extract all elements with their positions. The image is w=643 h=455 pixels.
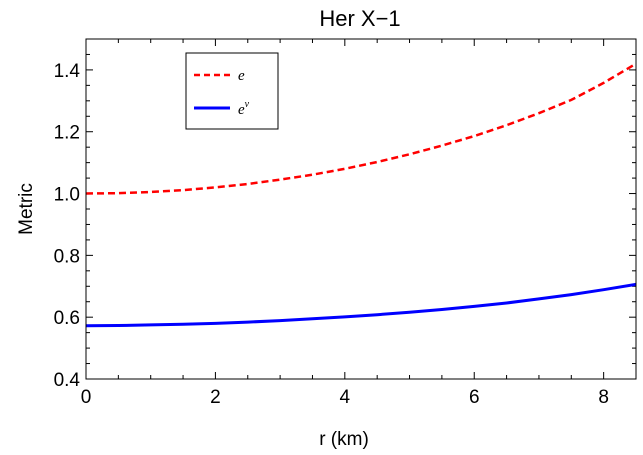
x-axis-label: r (km) [319,429,369,450]
x-tick-labels: 0 2 4 6 8 [81,387,609,408]
y-axis-label: Metric [16,183,37,235]
y-tick-label: 1.2 [54,123,80,144]
y-tick-label: 1.4 [54,61,81,82]
legend: e eν [185,52,279,130]
y-tick-label: 1.0 [54,185,80,206]
x-tick-label: 6 [469,387,480,408]
legend-label-e: e [238,68,245,84]
plot-frame [85,38,637,380]
axis-ticks [85,38,637,380]
chart-title: Her X−1 [319,6,400,31]
legend-label-e-nu-base: e [238,102,245,118]
y-tick-label: 0.4 [54,370,81,391]
x-tick-label: 4 [340,387,351,408]
series-e-nu-line [85,282,637,328]
legend-box [185,52,279,130]
y-tick-label: 0.6 [54,308,80,329]
series-layer [85,62,637,328]
y-tick-label: 0.8 [54,246,80,267]
legend-label-e-nu: eν [238,99,250,118]
x-tick-label: 2 [210,387,221,408]
x-tick-label: 0 [81,387,92,408]
series-e-line [85,62,637,195]
y-tick-labels: 0.4 0.6 0.8 1.0 1.2 1.4 [54,61,81,391]
legend-label-e-nu-sup: ν [245,99,250,110]
x-tick-label: 8 [598,387,609,408]
